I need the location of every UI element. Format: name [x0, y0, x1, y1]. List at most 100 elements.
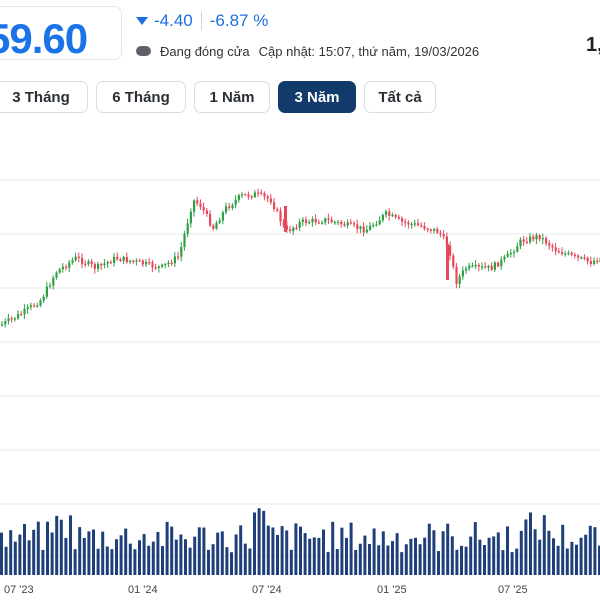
candle-body — [205, 210, 208, 214]
candle-body — [218, 220, 221, 223]
candle-body — [186, 223, 189, 234]
volume-bar — [41, 549, 45, 575]
x-tick-label: 01 '24 — [128, 584, 158, 596]
volume-bar — [55, 515, 59, 575]
candle-body — [263, 193, 266, 197]
candle-body — [324, 218, 327, 223]
candle-body — [29, 305, 32, 308]
candle-body — [170, 262, 173, 264]
candle-body — [401, 218, 404, 222]
volume-bar — [519, 530, 523, 575]
candle-body — [317, 222, 320, 224]
candle-body — [468, 265, 471, 269]
volume-bar — [96, 548, 100, 575]
volume-bar — [377, 545, 381, 575]
candle-body — [180, 246, 183, 257]
candle-body — [375, 224, 378, 226]
candle-body — [311, 218, 314, 223]
volume-bar — [257, 508, 261, 575]
volume-bar — [36, 521, 40, 575]
tab-3-months[interactable]: 3 Tháng — [0, 81, 88, 113]
price-change: -4.40 — [154, 11, 193, 30]
volume-bar — [391, 541, 394, 575]
candle-body — [234, 199, 237, 205]
volume-bar — [216, 532, 220, 575]
tab-all[interactable]: Tất cả — [364, 81, 436, 113]
candle-body — [119, 259, 122, 261]
tab-1-year[interactable]: 1 Năm — [194, 81, 270, 113]
candle-body — [516, 246, 519, 252]
candle-body — [257, 192, 260, 194]
candle-body — [298, 221, 301, 228]
candle-body — [577, 255, 580, 258]
candle-body — [177, 256, 180, 258]
volume-bar — [524, 519, 528, 575]
volume-bar — [101, 531, 105, 575]
candle-body — [26, 307, 29, 309]
candle-body — [522, 239, 525, 242]
volume-bar — [161, 546, 164, 575]
candle-body — [426, 228, 429, 231]
candle-body — [551, 245, 554, 248]
volume-bar — [276, 534, 279, 575]
volume-bar — [542, 515, 546, 575]
candle-body — [42, 296, 45, 301]
candle-body — [215, 222, 218, 229]
volume-bar — [340, 527, 344, 575]
candle-body — [87, 261, 90, 265]
candle-body — [148, 262, 151, 264]
candle-body — [490, 265, 493, 270]
candle-body — [305, 219, 308, 224]
volume-bar — [506, 526, 509, 575]
change-row: -4.40 -6.87 % — [136, 11, 268, 31]
candle-body — [362, 226, 365, 233]
candle-body — [388, 211, 391, 216]
candle-body — [97, 264, 100, 269]
candle-body — [284, 206, 287, 232]
candle-body — [301, 219, 304, 222]
candle-body — [52, 277, 55, 286]
candle-body — [381, 215, 384, 221]
volume-bar — [561, 524, 565, 575]
volume-bar — [395, 533, 399, 575]
status-row: Đang đóng cửa Cập nhật: 15:07, thứ năm, … — [136, 42, 479, 60]
candle-body — [212, 225, 215, 229]
candle-body — [439, 232, 442, 235]
volume-bar — [584, 534, 588, 575]
candle-body — [65, 266, 68, 268]
candle-body — [113, 256, 116, 263]
candle-body — [506, 253, 509, 257]
volume-bar — [312, 537, 316, 575]
candle-body — [423, 226, 426, 229]
candle-body — [586, 257, 589, 262]
volume-bar — [64, 537, 68, 575]
volume-bar — [437, 551, 440, 575]
candle-body — [445, 236, 448, 246]
candle-body — [289, 229, 292, 232]
candle-body — [253, 192, 256, 197]
candle-body — [314, 218, 317, 223]
candle-body — [221, 212, 224, 221]
candle-body — [71, 260, 74, 263]
x-tick-label: 01 '25 — [377, 584, 407, 596]
tab-6-months[interactable]: 6 Tháng — [96, 81, 186, 113]
volume-bar — [294, 523, 298, 575]
volume-bar — [78, 527, 82, 575]
volume-bar — [496, 532, 500, 575]
candle-body — [346, 222, 349, 226]
volume-bar — [473, 522, 477, 575]
volume-bar — [432, 530, 436, 575]
tab-3-years[interactable]: 3 Năm — [278, 81, 356, 113]
candle-body — [349, 222, 352, 224]
price-chart[interactable]: 07 '23 01 '24 07 '24 01 '25 07 '25 — [0, 140, 600, 600]
candle-body — [269, 198, 272, 203]
candle-body — [369, 225, 372, 230]
volume-bar — [303, 533, 307, 575]
candle-body — [519, 239, 522, 247]
candle-body — [541, 238, 544, 240]
candle-body — [100, 264, 103, 266]
volume-bar — [565, 548, 569, 575]
market-status: Đang đóng cửa — [160, 43, 250, 59]
volume-bar — [289, 549, 293, 575]
volume-bar — [59, 519, 63, 575]
